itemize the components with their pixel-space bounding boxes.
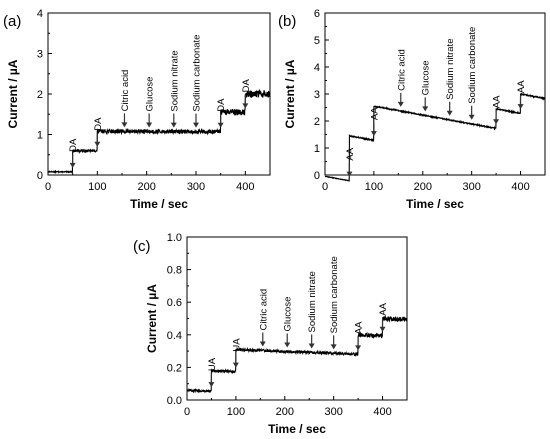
annotation-label: AA: [354, 321, 365, 334]
annotation-label: Sodium nitrate: [445, 39, 456, 100]
y-tick-label: 0.6: [167, 297, 182, 309]
annotation-label: AA: [516, 80, 527, 93]
current-trace: [186, 315, 408, 394]
annotation-arrowhead: [121, 122, 128, 128]
y-tick-label: 0: [37, 170, 43, 182]
annotation-arrowhead: [242, 103, 249, 109]
annotation-label: Sodium carbonate: [329, 256, 340, 333]
y-tick-label: 1: [314, 143, 320, 155]
annotation-label: Sodium carbonate: [192, 35, 203, 112]
annotation-label: Glucose: [283, 297, 294, 332]
annotation-label: UA: [231, 338, 242, 352]
chart-panel-1: (a) 0 100 200 300 400 0 1 2 3 4 Time / sec Current /…: [3, 8, 271, 211]
annotation-arrowhead: [370, 131, 377, 137]
annotation-label: Sodium nitrate: [307, 271, 318, 332]
annotation-arrowhead: [446, 110, 453, 116]
annotation-arrowhead: [330, 344, 337, 350]
annotation-arrowhead: [69, 162, 76, 168]
current-trace: [324, 92, 546, 182]
x-tick-label: 200: [414, 181, 432, 193]
x-axis-label: Time / sec: [130, 197, 188, 211]
annotation-arrowhead: [232, 362, 239, 368]
x-tick-label: 100: [88, 181, 106, 193]
annotation-label: Glucose: [145, 77, 156, 112]
annotation-label: AA: [369, 107, 380, 120]
annotation-arrowhead: [468, 114, 475, 120]
y-tick-label: 2: [314, 116, 320, 128]
chart-panel-2: (b) 0 100 200 300 400 0 1 2 3 4 5 6 Time / sec Current…: [278, 8, 546, 211]
annotation-label: Citric acid: [396, 49, 407, 91]
x-tick-label: 0: [45, 181, 51, 193]
annotation-label: AA: [345, 147, 356, 160]
y-tick-label: 3: [37, 49, 43, 61]
x-axis-label: Time / sec: [406, 197, 464, 211]
annotation-arrowhead: [346, 171, 353, 177]
annotation-label: DA: [216, 98, 227, 112]
chart-panel-3: (c) 0 100 200 300 400 0.0 0.2 0.4 0.6 0.8 1.0 Time /…: [133, 232, 408, 436]
y-tick-label: 1.0: [167, 232, 182, 244]
y-tick-label: 0.0: [167, 395, 182, 407]
plot-frame: [186, 236, 408, 401]
plot-frame: [324, 12, 546, 176]
x-tick-label: 200: [276, 406, 294, 418]
annotation-label: AA: [492, 95, 503, 108]
y-axis-label: Current / µA: [283, 59, 297, 128]
annotation-arrowhead: [422, 106, 429, 112]
y-tick-label: 5: [314, 35, 320, 47]
y-tick-label: 4: [314, 62, 320, 74]
y-tick-label: 0.4: [167, 330, 182, 342]
annotation-label: Glucose: [421, 60, 432, 95]
annotation-arrowhead: [379, 326, 386, 332]
panel-label: (b): [278, 13, 296, 30]
annotation-label: Citric acid: [120, 70, 131, 112]
y-tick-label: 0.2: [167, 362, 182, 374]
x-tick-label: 200: [137, 181, 155, 193]
x-tick-label: 100: [227, 406, 245, 418]
y-tick-label: 2: [37, 89, 43, 101]
annotation-label: UA: [207, 357, 218, 371]
y-tick-label: 4: [37, 8, 43, 20]
annotation-arrowhead: [284, 342, 291, 348]
annotation-arrowhead: [397, 101, 404, 107]
annotation-label: DA: [93, 117, 104, 131]
annotation-arrowhead: [146, 122, 153, 128]
annotation-arrowhead: [308, 343, 315, 349]
y-axis-label: Current / µA: [145, 284, 159, 353]
annotation-arrowhead: [517, 104, 524, 110]
annotation-arrowhead: [208, 382, 215, 388]
annotation-arrowhead: [170, 122, 177, 128]
x-tick-label: 400: [511, 181, 529, 193]
annotation-arrowhead: [355, 345, 362, 351]
x-tick-label: 300: [462, 181, 480, 193]
annotation-arrowhead: [193, 122, 199, 128]
y-tick-label: 0: [314, 170, 320, 182]
annotation-label: Citric acid: [258, 289, 269, 331]
x-tick-label: 0: [184, 406, 190, 418]
x-tick-label: 400: [236, 181, 254, 193]
x-tick-label: 400: [373, 406, 391, 418]
annotation-label: Sodium nitrate: [169, 50, 180, 111]
x-tick-label: 100: [365, 181, 383, 193]
panel-label: (c): [133, 238, 151, 255]
y-tick-label: 3: [314, 89, 320, 101]
y-tick-label: 0.8: [167, 265, 182, 277]
x-axis-label: Time / sec: [268, 422, 326, 436]
annotation-label: Sodium carbonate: [467, 27, 478, 104]
panel-label: (a): [3, 13, 21, 30]
x-tick-label: 0: [322, 181, 328, 193]
current-trace: [47, 88, 271, 174]
annotation-label: DA: [68, 138, 79, 152]
x-tick-label: 300: [324, 406, 342, 418]
x-tick-label: 300: [187, 181, 205, 193]
annotation-label: DA: [241, 78, 252, 92]
y-tick-label: 1: [37, 130, 43, 142]
annotation-label: AA: [378, 302, 389, 315]
y-tick-label: 6: [314, 8, 320, 20]
y-axis-label: Current / µA: [6, 59, 20, 128]
annotation-arrowhead: [94, 141, 101, 147]
annotation-arrowhead: [493, 119, 500, 125]
annotation-arrowhead: [217, 122, 224, 128]
annotation-arrowhead: [259, 341, 266, 347]
